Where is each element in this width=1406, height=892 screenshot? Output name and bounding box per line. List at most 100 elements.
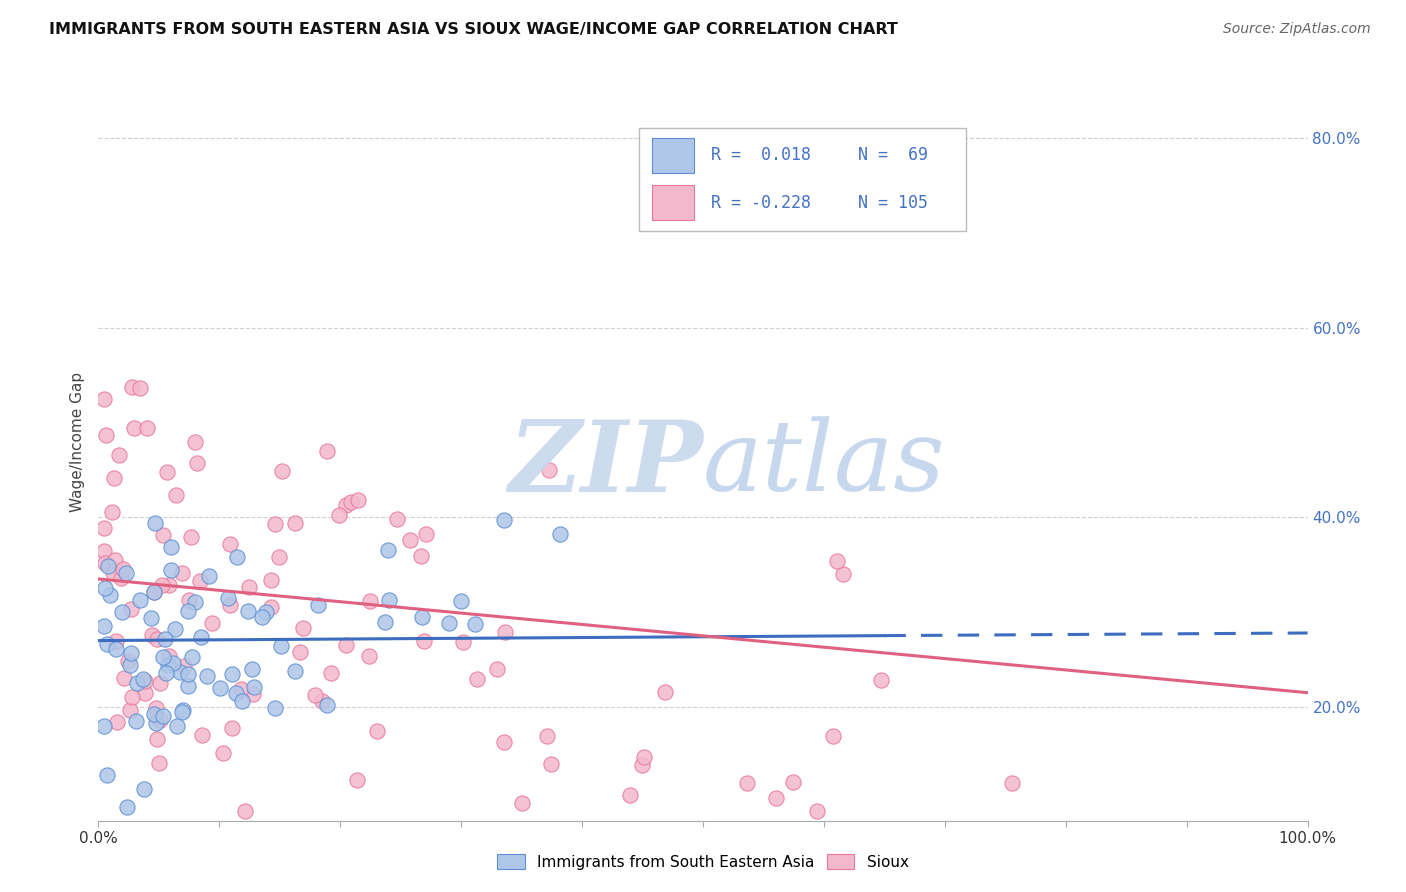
Point bbox=[260, 574, 283, 588]
Point bbox=[96, 768, 118, 782]
Point bbox=[221, 667, 243, 681]
Point bbox=[782, 775, 804, 789]
Point bbox=[209, 681, 232, 696]
Point bbox=[152, 528, 174, 542]
Point bbox=[93, 521, 115, 535]
Point bbox=[132, 781, 155, 796]
Point bbox=[103, 471, 125, 485]
Point bbox=[212, 746, 235, 760]
Point bbox=[240, 662, 263, 676]
Point bbox=[98, 588, 121, 602]
Point bbox=[172, 703, 194, 717]
Point bbox=[242, 687, 264, 701]
Point bbox=[221, 722, 243, 736]
Point bbox=[451, 634, 474, 648]
Point bbox=[122, 421, 145, 435]
Point bbox=[264, 517, 287, 532]
Point bbox=[492, 513, 515, 527]
Point bbox=[156, 466, 179, 480]
Point bbox=[146, 710, 169, 724]
FancyBboxPatch shape bbox=[652, 186, 695, 220]
Point bbox=[631, 757, 654, 772]
Point bbox=[238, 580, 260, 594]
Point bbox=[120, 602, 142, 616]
Point bbox=[510, 796, 533, 810]
Point bbox=[190, 630, 212, 644]
Point bbox=[464, 617, 486, 632]
Point bbox=[162, 656, 184, 670]
Point bbox=[229, 681, 252, 696]
Point bbox=[93, 392, 115, 406]
Point bbox=[311, 694, 333, 708]
Point bbox=[146, 632, 169, 646]
Point bbox=[165, 488, 187, 502]
Point bbox=[115, 566, 138, 580]
Point bbox=[492, 734, 515, 748]
Point bbox=[160, 563, 183, 577]
Point bbox=[117, 654, 139, 668]
Point bbox=[94, 556, 117, 570]
Point bbox=[139, 611, 162, 625]
Point bbox=[134, 673, 156, 688]
Point bbox=[149, 676, 172, 690]
Point bbox=[121, 690, 143, 704]
Point bbox=[136, 420, 159, 434]
Point bbox=[146, 732, 169, 747]
Point bbox=[218, 537, 240, 551]
FancyBboxPatch shape bbox=[638, 128, 966, 231]
Point bbox=[494, 624, 516, 639]
Point bbox=[465, 672, 488, 686]
Point bbox=[97, 559, 120, 574]
Point bbox=[284, 665, 307, 679]
Point bbox=[186, 456, 208, 470]
Point bbox=[821, 729, 844, 743]
Point bbox=[284, 516, 307, 531]
Point bbox=[155, 665, 177, 680]
Point bbox=[226, 549, 249, 564]
Point bbox=[316, 443, 339, 458]
Point bbox=[335, 638, 357, 652]
Point bbox=[439, 616, 461, 631]
Point bbox=[132, 672, 155, 686]
Point bbox=[319, 665, 342, 680]
Point bbox=[104, 641, 127, 656]
Point bbox=[195, 668, 218, 682]
Point bbox=[177, 604, 200, 618]
Point bbox=[128, 592, 150, 607]
Point bbox=[129, 381, 152, 395]
Point bbox=[101, 566, 124, 580]
Point bbox=[183, 595, 205, 609]
Point bbox=[236, 604, 259, 618]
Point bbox=[219, 598, 242, 612]
Point bbox=[450, 593, 472, 607]
Point bbox=[870, 673, 893, 687]
Point bbox=[120, 646, 142, 660]
Point bbox=[378, 593, 401, 607]
Point bbox=[409, 549, 432, 563]
Point bbox=[125, 714, 148, 729]
Point bbox=[180, 530, 202, 544]
Point bbox=[173, 658, 195, 673]
Point bbox=[250, 609, 273, 624]
Point bbox=[536, 730, 558, 744]
Point bbox=[172, 705, 194, 719]
Point bbox=[377, 543, 399, 558]
Point bbox=[260, 599, 283, 614]
Point bbox=[347, 493, 370, 508]
Point bbox=[143, 516, 166, 530]
Point bbox=[150, 578, 173, 592]
Point bbox=[359, 594, 381, 608]
Point bbox=[1000, 776, 1022, 790]
Point bbox=[307, 598, 329, 612]
Point bbox=[148, 756, 170, 770]
Point bbox=[143, 584, 166, 599]
Point bbox=[112, 672, 135, 686]
Text: Source: ZipAtlas.com: Source: ZipAtlas.com bbox=[1223, 22, 1371, 37]
Point bbox=[152, 650, 174, 665]
Point bbox=[153, 632, 176, 646]
Point bbox=[163, 622, 186, 636]
Point bbox=[177, 679, 200, 693]
Point bbox=[152, 709, 174, 723]
Point bbox=[120, 703, 142, 717]
Point bbox=[96, 428, 118, 442]
